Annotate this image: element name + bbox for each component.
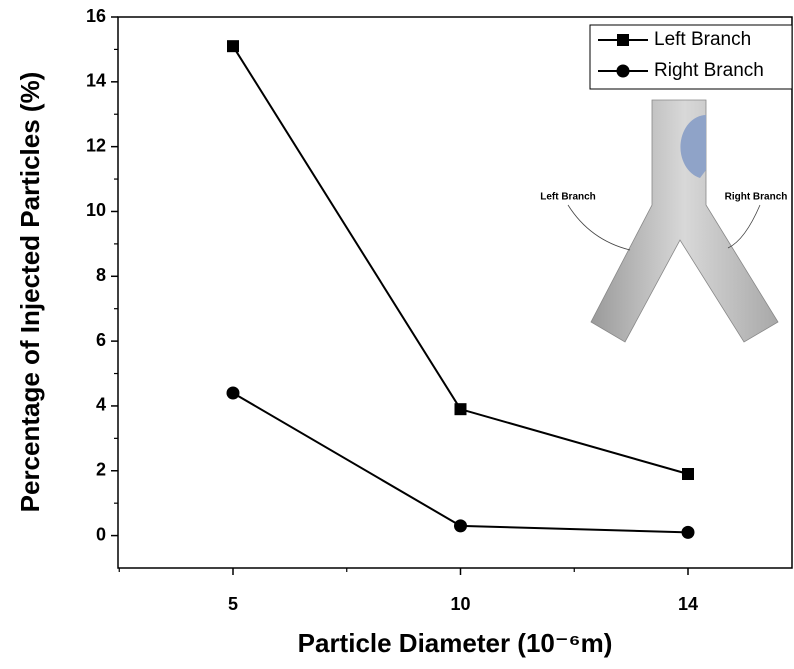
y-tick-label: 16 (86, 6, 106, 26)
y-tick-label: 4 (96, 395, 106, 415)
inset-label: Left Branch (540, 192, 596, 203)
plot-frame (117, 16, 793, 569)
y-axis-label: Percentage of Injected Particles (%) (15, 72, 45, 513)
x-tick-label: 10 (450, 594, 470, 614)
x-tick-label: 5 (228, 594, 238, 614)
marker (681, 525, 695, 539)
legend-marker (617, 34, 629, 46)
marker (454, 403, 467, 416)
y-tick-label: 2 (96, 460, 106, 480)
marker (454, 519, 467, 533)
marker (682, 468, 694, 481)
marker (227, 40, 239, 53)
y-tick-label: 8 (96, 265, 106, 285)
y-tick-label: 6 (96, 330, 106, 350)
marker (226, 386, 240, 400)
legend-label: Left Branch (654, 29, 751, 50)
inset-vessel: Left Branch Right Branch (540, 99, 788, 343)
y-tick-label: 12 (86, 135, 106, 155)
y-tick-label: 10 (86, 200, 106, 220)
x-tick-label: 14 (678, 594, 698, 614)
legend-marker (616, 64, 630, 78)
x-axis-label: Particle Diameter (10⁻⁶m) (298, 628, 613, 658)
legend-label: Right Branch (654, 60, 764, 81)
y-tick-label: 14 (86, 71, 106, 91)
inset-label: Right Branch (725, 192, 788, 203)
y-tick-label: 0 (96, 524, 106, 544)
